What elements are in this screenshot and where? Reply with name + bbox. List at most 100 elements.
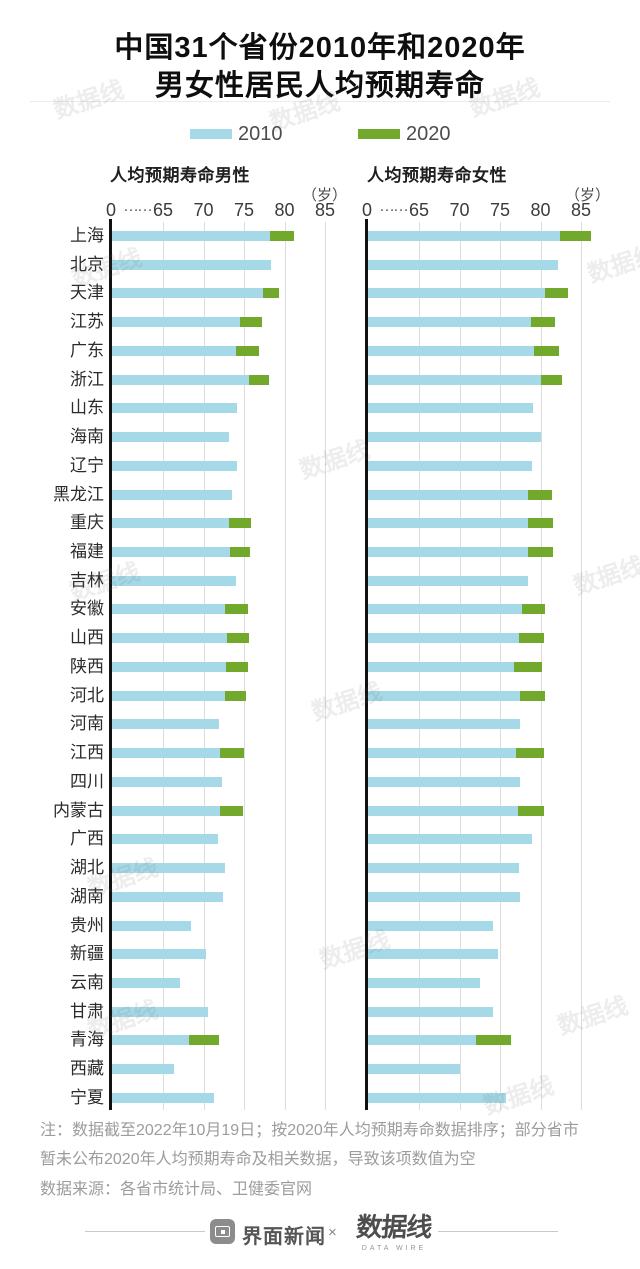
- bar-2020-浙江: [540, 374, 562, 385]
- province-label: 广西: [70, 829, 104, 849]
- bar-2010-湖南: [112, 891, 223, 902]
- tick-label: ……: [123, 198, 153, 215]
- bar-2010-内蒙古: [112, 805, 220, 816]
- legend-swatch-2020: [358, 129, 400, 139]
- datawire-logo-text: 数据线: [355, 1212, 433, 1242]
- bar-2010-辽宁: [368, 460, 532, 471]
- tick-label: 65: [408, 200, 430, 220]
- bar-2020-山西: [518, 633, 544, 644]
- bar-2020-内蒙古: [517, 805, 544, 816]
- province-labels: 上海 北京 天津 江苏 广东 浙江 山东 海南 辽宁 黑龙江 重庆 福建 吉林 安徽 山西 陕西 河北 河南 江西四…: [0, 222, 104, 1110]
- female-unit-label: （岁）: [564, 187, 610, 204]
- bar-2010-吉林: [368, 575, 528, 586]
- province-label: 辽宁: [70, 455, 104, 475]
- male-unit-label: （岁）: [301, 187, 347, 204]
- female-axis-line: [365, 219, 368, 1110]
- gridline-85: [325, 222, 326, 1110]
- bar-2010-吉林: [112, 575, 236, 586]
- bar-2020-浙江: [248, 374, 270, 385]
- province-label: 海南: [70, 427, 104, 447]
- bar-2010-贵州: [112, 920, 191, 931]
- tick-label: 75: [489, 200, 511, 220]
- province-label: 云南: [70, 972, 104, 992]
- bar-2010-新疆: [368, 949, 499, 960]
- bar-2020-青海: [188, 1035, 219, 1046]
- bar-2010-山东: [368, 403, 534, 414]
- note-source: 数据来源：各省市统计局、卫健委官网: [40, 1181, 313, 1198]
- male-chart-plot: [109, 219, 350, 1110]
- legend-swatch-2010: [190, 129, 232, 139]
- datawire-logo: 数据线 DATA WIRE: [352, 1207, 436, 1252]
- note-line1: 注：数据截至2022年10月19日；按2020年人均预期寿命数据排序；部分省市: [40, 1122, 579, 1139]
- province-label: 山东: [70, 398, 104, 418]
- page-title-line2: 男女性居民人均预期寿命: [154, 70, 485, 102]
- male-axis-line: [109, 219, 112, 1110]
- province-label: 内蒙古: [53, 800, 104, 820]
- bar-2020-陕西: [226, 661, 249, 672]
- bar-2010-广西: [368, 834, 533, 845]
- bar-2010-上海: [368, 231, 560, 241]
- bar-2010-江西: [368, 748, 517, 759]
- bar-2010-云南: [368, 977, 480, 988]
- footer-right-rule: [438, 1231, 558, 1232]
- male-chart-title: 人均预期寿命男性: [110, 166, 250, 185]
- bar-2010-贵州: [368, 920, 493, 931]
- bar-2010-北京: [112, 259, 271, 270]
- bar-2020-安徽: [225, 604, 249, 615]
- tick-label: 80: [530, 200, 551, 220]
- province-label: 重庆: [70, 513, 104, 533]
- bar-2020-江西: [219, 748, 244, 759]
- province-label: 四川: [70, 771, 104, 791]
- bar-2010-江西: [112, 748, 220, 759]
- bar-2010-黑龙江: [368, 489, 529, 500]
- bar-2010-甘肃: [368, 1006, 493, 1017]
- bar-2010-福建: [368, 547, 529, 558]
- bar-2020-上海: [559, 231, 591, 241]
- bar-2010-福建: [112, 547, 231, 558]
- bar-2010-浙江: [368, 374, 541, 385]
- datawire-logo-subtext: DATA WIRE: [361, 1245, 427, 1252]
- female-chart-title: 人均预期寿命女性: [367, 166, 507, 185]
- bar-2010-甘肃: [112, 1006, 209, 1017]
- tick-label: 0: [105, 200, 117, 220]
- bar-2020-上海: [269, 231, 295, 241]
- bar-2010-河北: [368, 690, 521, 701]
- legend-label-2020: 2020: [406, 123, 451, 145]
- province-label: 湖北: [70, 858, 104, 878]
- bar-2020-福建: [528, 547, 553, 558]
- tick-label: 70: [449, 200, 470, 220]
- bar-2020-陕西: [513, 661, 543, 672]
- bar-2010-辽宁: [112, 460, 237, 471]
- tick-label: 0: [361, 200, 373, 220]
- bar-2010-陕西: [368, 661, 514, 672]
- gridline-85: [581, 222, 582, 1110]
- province-label: 广东: [70, 340, 104, 360]
- province-label: 甘肃: [70, 1001, 104, 1021]
- bar-2020-天津: [544, 288, 569, 299]
- province-label: 天津: [70, 283, 104, 303]
- note-line2: 暂未公布2020年人均预期寿命及相关数据，导致该项数值为空: [40, 1151, 476, 1168]
- female-chart-plot: [365, 219, 630, 1110]
- bar-2010-云南: [112, 977, 180, 988]
- bar-2010-青海: [112, 1035, 189, 1046]
- province-label: 山西: [70, 628, 104, 648]
- bar-2010-四川: [368, 776, 521, 787]
- province-label: 贵州: [70, 915, 104, 935]
- bar-2010-海南: [368, 432, 541, 443]
- bar-2010-陕西: [112, 661, 227, 672]
- province-label: 河北: [70, 685, 104, 705]
- bar-2010-宁夏: [112, 1092, 215, 1103]
- province-label: 吉林: [70, 570, 104, 590]
- bar-2020-河北: [225, 690, 246, 701]
- tick-label: 80: [274, 200, 295, 220]
- bar-2010-湖北: [368, 863, 519, 874]
- tick-label: 65: [152, 200, 174, 220]
- bar-2010-海南: [112, 432, 230, 443]
- bar-2020-广东: [235, 345, 259, 356]
- bar-2020-青海: [475, 1035, 511, 1046]
- bar-2010-广东: [368, 345, 535, 356]
- gridline-80: [284, 222, 286, 1110]
- tick-label: ……: [379, 198, 409, 215]
- province-label: 安徽: [70, 599, 104, 619]
- bar-2020-江西: [516, 748, 544, 759]
